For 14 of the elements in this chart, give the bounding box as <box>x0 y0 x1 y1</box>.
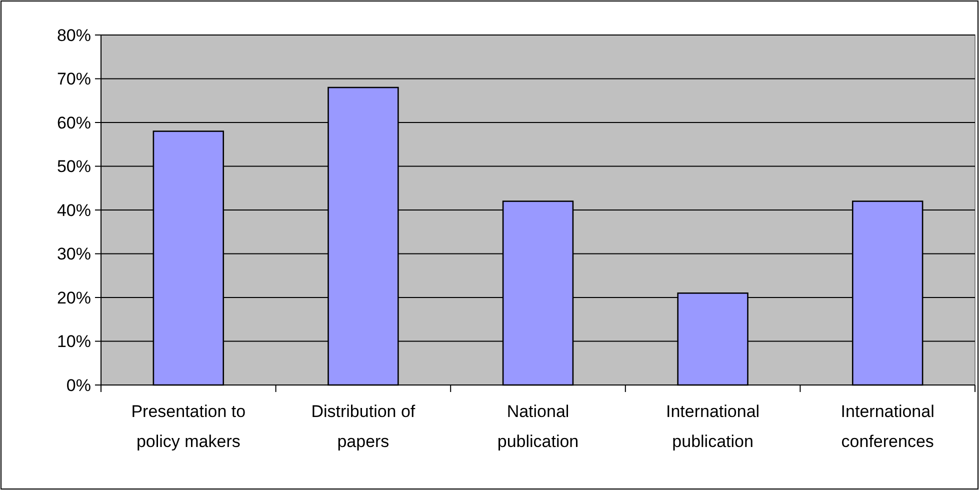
y-tick-label: 40% <box>56 200 91 220</box>
y-tick-label: 10% <box>56 332 91 352</box>
y-tick-label: 70% <box>56 70 91 89</box>
x-tick-label: Distribution of papers <box>311 402 416 451</box>
x-tick-label: International conferences <box>840 402 934 451</box>
y-tick-label: 30% <box>56 244 91 264</box>
y-tick-label: 80% <box>56 26 91 45</box>
y-tick-label: 60% <box>56 113 91 132</box>
x-tick-label: Presentation to policy makers <box>131 402 246 451</box>
y-tick-label: 0% <box>66 376 91 395</box>
y-tick-label: 50% <box>56 157 91 176</box>
x-tick-label: National publication <box>497 402 579 451</box>
x-tick-label: International publication <box>666 402 760 451</box>
y-tick-label: 20% <box>56 288 91 308</box>
